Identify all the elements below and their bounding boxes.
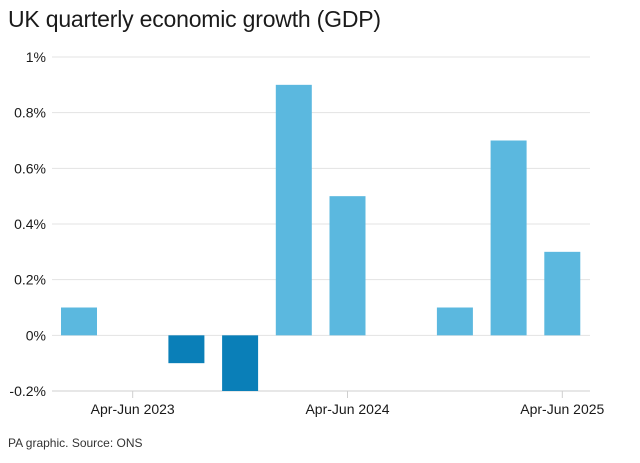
x-tick-label: Apr-Jun 2025: [520, 401, 604, 417]
y-tick-label: -0.2%: [9, 383, 46, 399]
y-tick-label: 0.4%: [14, 216, 46, 232]
bar-jul-sep-2023: [168, 335, 205, 364]
y-tick-label: 0.8%: [14, 105, 46, 121]
x-axis-ticks: Apr-Jun 2023 Apr-Jun 2024 Apr-Jun 2025: [91, 391, 605, 417]
source-note: PA graphic. Source: ONS: [8, 436, 143, 450]
bar-apr-jun-2025: [544, 251, 581, 336]
x-tick-label: Apr-Jun 2023: [91, 401, 175, 417]
bar-oct-dec-2023: [222, 335, 259, 391]
x-tick-label: Apr-Jun 2024: [305, 401, 389, 417]
y-tick-label: 0%: [26, 327, 46, 343]
bar-jan-mar-2024: [275, 84, 312, 336]
y-tick-label: 0.6%: [14, 160, 46, 176]
bar-apr-jun-2024: [329, 196, 366, 336]
y-axis-ticks: -0.2% 0% 0.2% 0.4% 0.6% 0.8% 1%: [9, 49, 46, 399]
bar-jan-mar-2025: [490, 140, 527, 336]
bars: [61, 84, 581, 391]
gridlines: [52, 56, 590, 392]
bar-jan-mar-2023: [61, 307, 97, 336]
bar-oct-dec-2024: [436, 307, 473, 336]
chart-title: UK quarterly economic growth (GDP): [8, 6, 381, 32]
y-tick-label: 0.2%: [14, 272, 46, 288]
y-tick-label: 1%: [26, 49, 46, 65]
